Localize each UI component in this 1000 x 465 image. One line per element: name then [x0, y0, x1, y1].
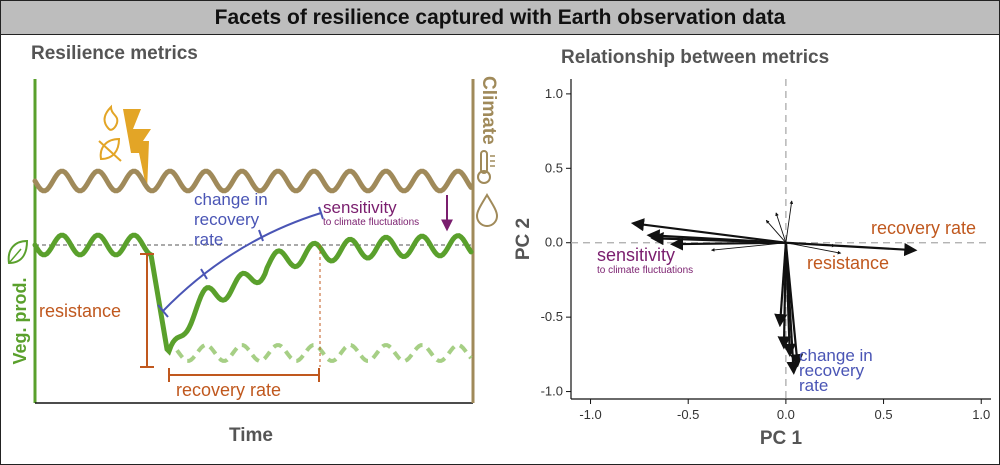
recovery-rate-bracket	[168, 368, 320, 382]
change-in-recovery-label-2: recovery	[194, 210, 260, 229]
pca-label-change-1: change in	[799, 346, 873, 365]
pca-loading-arrow	[775, 212, 787, 243]
pca-label-change-2: recovery	[799, 361, 865, 380]
pca-loading-arrow	[774, 242, 788, 328]
y-tick-label: 0.0	[545, 235, 563, 250]
change-in-recovery-curve	[157, 206, 324, 318]
x-tick-label: 0.0	[777, 407, 795, 422]
veg-prod-label: Veg. prod.	[10, 277, 30, 364]
pca-loading-arrow	[765, 219, 787, 244]
left-panel-heading: Resilience metrics	[31, 43, 198, 64]
pca-label-resistance: resistance	[807, 253, 889, 273]
climate-wave	[32, 168, 474, 194]
water-drop-icon	[475, 193, 499, 227]
change-in-recovery-label-3: rate	[194, 230, 223, 249]
y-tick-label: -1.0	[541, 384, 563, 399]
resistance-label: resistance	[39, 301, 121, 321]
pca-arrows	[630, 200, 918, 375]
x-tick-label: -0.5	[677, 407, 699, 422]
x-tick-label: 0.5	[875, 407, 893, 422]
climate-label: Climate	[478, 76, 499, 145]
left-panel: Resilience metrics Veg. prod. Time Clima…	[7, 43, 499, 446]
pca-label-sensitivity-sub: to climate fluctuations	[597, 265, 693, 276]
pc1-label: PC 1	[760, 428, 803, 449]
leaf-icon	[7, 239, 29, 265]
y-tick-label: 0.5	[545, 160, 563, 175]
y-tick-label: 1.0	[545, 86, 563, 101]
sensitivity-label: sensitivity	[323, 198, 397, 217]
pca-label-sensitivity: sensitivity	[597, 245, 675, 265]
leaf-crossed-icon	[98, 137, 122, 162]
right-panel: Relationship between metrics -1.0 -0.5 0.0…	[513, 47, 991, 449]
resistance-bracket	[140, 253, 154, 368]
pca-loading-arrow	[630, 218, 787, 244]
title-bar: Facets of resilience captured with Earth…	[1, 1, 999, 35]
time-label: Time	[229, 425, 273, 446]
x-tick-label: -1.0	[579, 407, 601, 422]
sensitivity-sublabel: to climate fluctuations	[323, 217, 419, 228]
pca-loading-arrow	[669, 237, 786, 251]
thermometer-icon	[477, 150, 495, 184]
recovery-rate-label: recovery rate	[176, 380, 281, 400]
pca-label-change-3: rate	[799, 376, 828, 395]
change-in-recovery-label-1: change in	[194, 190, 268, 209]
figure-title: Facets of resilience captured with Earth…	[214, 5, 786, 29]
lightning-icon	[123, 109, 151, 191]
right-panel-heading: Relationship between metrics	[561, 47, 829, 68]
pca-loading-arrow	[785, 242, 836, 248]
pca-ticks: -1.0 -0.5 0.0 0.5 1.0 1.0 0.5 0.0 -0.5 -1.0	[541, 86, 991, 422]
fire-icon	[103, 104, 119, 131]
pca-loading-arrow	[785, 242, 842, 255]
pc2-label: PC 2	[513, 218, 534, 260]
undisturbed-trajectory	[175, 343, 473, 363]
pca-label-recovery-rate: recovery rate	[871, 218, 976, 238]
pca-loading-arrow	[785, 200, 794, 243]
vegetation-wave	[32, 232, 474, 356]
y-tick-label: -0.5	[541, 309, 563, 324]
x-tick-label: 1.0	[972, 407, 990, 422]
pca-loading-arrow	[710, 242, 786, 252]
